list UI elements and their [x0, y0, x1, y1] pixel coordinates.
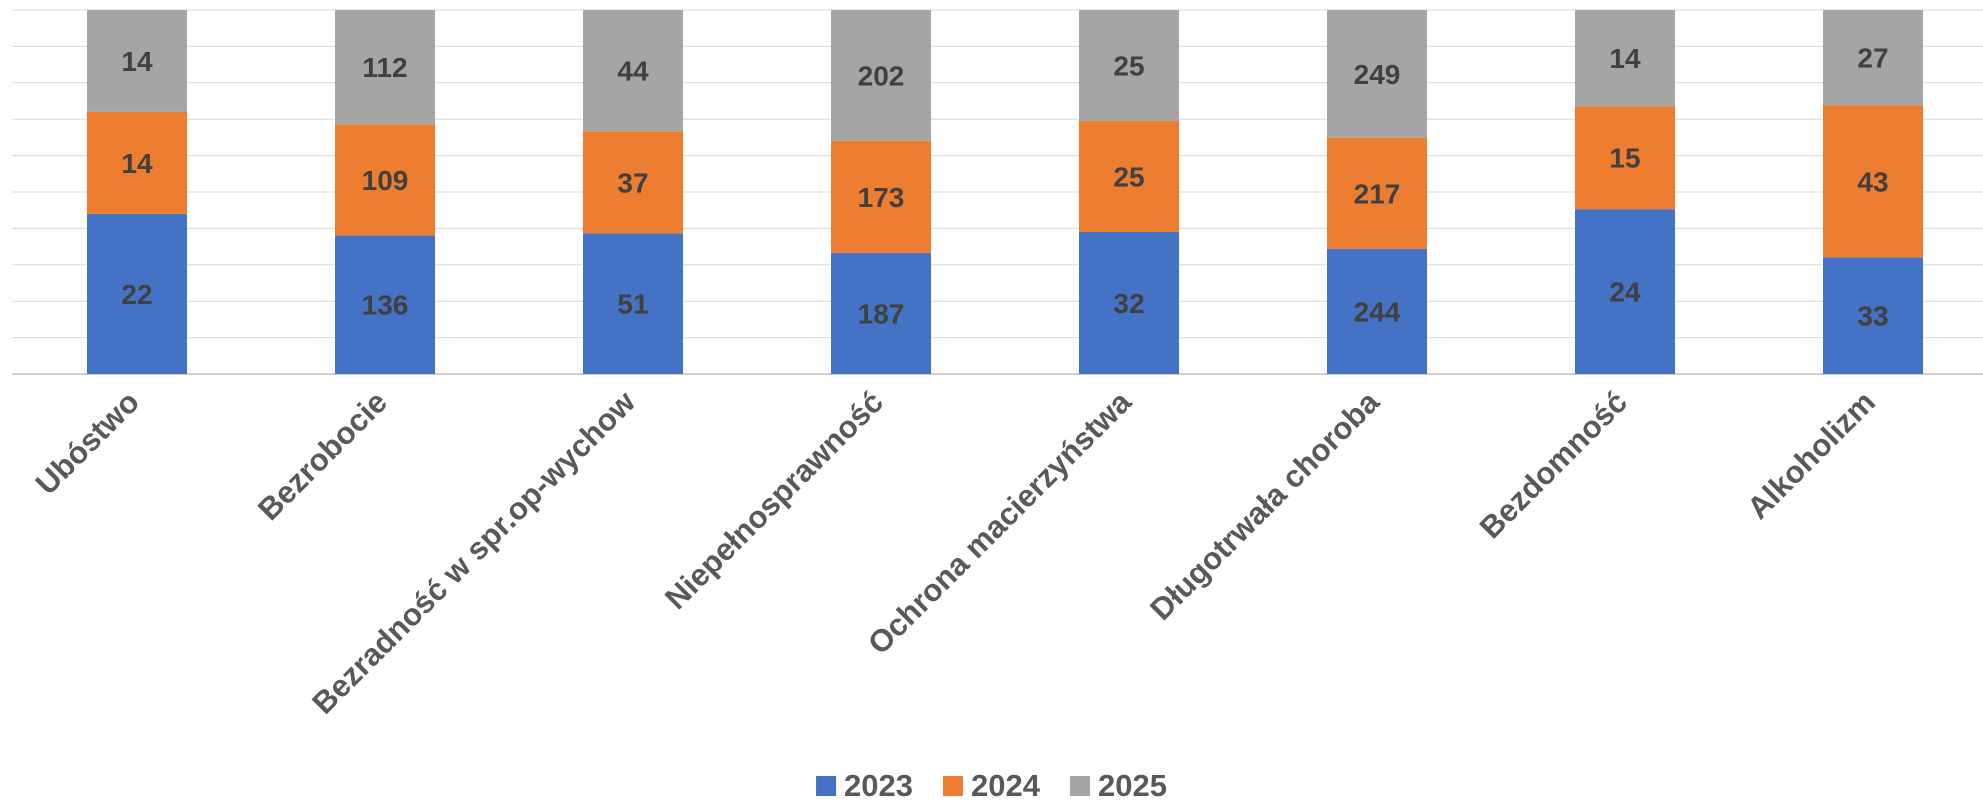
category-label-1: Ubóstwo [29, 384, 146, 501]
bar-2024-7 [1575, 106, 1675, 210]
bar-2023-2 [335, 235, 435, 374]
legend: 2023 2024 2025 [816, 768, 1167, 803]
value-label-2023-4: 187 [858, 298, 905, 329]
value-label-2025-6: 249 [1354, 59, 1401, 90]
bar-2025-5 [1079, 10, 1179, 121]
category-label-7: Bezdomność [1473, 384, 1634, 545]
value-label-2025-2: 112 [362, 52, 407, 83]
value-label-2024-5: 25 [1113, 161, 1144, 192]
bar-2023-4 [831, 252, 931, 374]
value-label-2024-4: 173 [858, 182, 905, 213]
legend-swatch-2024 [943, 776, 964, 796]
category-label-5: Ochrona macierzyństwa [861, 384, 1138, 661]
bar-2024-3 [583, 131, 683, 234]
value-label-2023-6: 244 [1354, 296, 1401, 327]
value-label-2024-6: 217 [1354, 178, 1401, 209]
value-label-2025-4: 202 [858, 60, 905, 91]
value-label-2023-3: 51 [617, 289, 648, 320]
bar-2024-2 [335, 124, 435, 236]
value-label-2023-1: 22 [121, 279, 152, 310]
bar-2023-7 [1575, 209, 1675, 374]
value-label-2024-8: 43 [1857, 166, 1888, 197]
value-labels-layer: 22 14 14 136 109 112 51 37 44 187 173 202 32 25 25 244 2… [121, 43, 1888, 332]
gridlines [12, 9, 1983, 375]
legend-swatch-2025 [1069, 776, 1090, 796]
bar-2025-1 [87, 10, 187, 112]
value-label-2025-7: 14 [1609, 43, 1641, 74]
bar-2023-3 [583, 233, 683, 374]
value-label-2023-7: 24 [1609, 277, 1641, 308]
category-label-4: Niepełnosprawność [658, 384, 890, 616]
bar-2024-6 [1327, 137, 1427, 249]
value-label-2025-5: 25 [1113, 50, 1144, 81]
bar-2024-1 [87, 111, 187, 214]
bar-2023-8 [1823, 257, 1923, 374]
bars-layer [87, 10, 1923, 374]
legend-label-2025: 2025 [1098, 768, 1167, 803]
category-label-8: Alkoholizm [1740, 384, 1882, 526]
category-label-2: Bezrobocie [251, 384, 394, 527]
bar-2025-4 [831, 10, 931, 141]
value-label-2025-8: 27 [1857, 43, 1888, 74]
bar-2025-6 [1327, 10, 1427, 138]
bar-2025-7 [1575, 10, 1675, 107]
bar-2024-5 [1079, 120, 1179, 232]
bar-2024-4 [831, 140, 931, 253]
value-label-2024-3: 37 [617, 167, 648, 198]
category-label-6: Długotrwała choroba [1143, 384, 1386, 627]
value-label-2023-5: 32 [1113, 288, 1144, 319]
value-label-2023-8: 33 [1857, 301, 1888, 332]
legend-label-2023: 2023 [844, 768, 913, 803]
value-label-2025-3: 44 [617, 56, 649, 87]
bar-2024-8 [1823, 105, 1923, 258]
bar-2023-6 [1327, 248, 1427, 374]
bar-2023-5 [1079, 231, 1179, 374]
value-label-2023-2: 136 [362, 290, 409, 321]
value-label-2025-1: 14 [121, 46, 153, 77]
bar-2025-2 [335, 10, 435, 125]
value-label-2024-2: 109 [362, 165, 409, 196]
value-label-2024-1: 14 [121, 148, 153, 179]
legend-swatch-2023 [816, 776, 837, 796]
legend-label-2024: 2024 [971, 768, 1041, 803]
bar-2025-3 [583, 10, 683, 132]
bar-2023-1 [87, 213, 187, 374]
value-label-2024-7: 15 [1609, 143, 1640, 174]
bar-2025-8 [1823, 10, 1923, 106]
